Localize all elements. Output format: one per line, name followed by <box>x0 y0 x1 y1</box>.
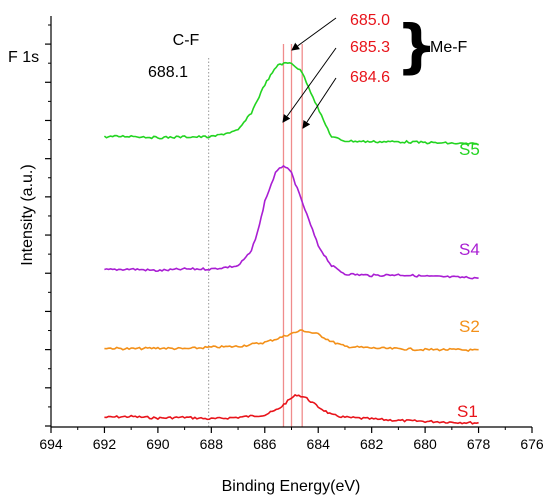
peak-label-685-3: 685.3 <box>350 39 390 56</box>
reference-lines <box>208 44 303 427</box>
series-line-s1 <box>104 393 479 425</box>
x-tick-label-684: 684 <box>307 436 331 452</box>
peak-label-685-0: 685.0 <box>350 12 390 29</box>
peak-label-684-6: 684.6 <box>350 69 390 86</box>
me-f-brace: } <box>396 12 437 80</box>
series-line-s4 <box>104 164 479 280</box>
series-line-s2 <box>104 329 479 353</box>
cf-label: C-F <box>173 32 200 49</box>
x-axis-ticks: 694 692 690 688 686 684 682 680 678 676 <box>39 427 544 452</box>
y-axis-title: Intensity (a.u.) <box>19 164 36 265</box>
x-tick-label-690: 690 <box>146 436 170 452</box>
x-tick-label-694: 694 <box>39 436 63 452</box>
series-label-s5: S5 <box>459 140 480 159</box>
me-f-label: Me-F <box>430 39 468 56</box>
series-label-s2: S2 <box>459 317 480 336</box>
series-layer: S1 S2 S4 S5 <box>103 61 480 425</box>
series-line-s5 <box>103 61 480 146</box>
x-tick-label-682: 682 <box>360 436 384 452</box>
x-tick-label-692: 692 <box>93 436 117 452</box>
x-tick-label-676: 676 <box>520 436 544 452</box>
cf-value: 688.1 <box>148 64 188 81</box>
x-tick-label-678: 678 <box>467 436 491 452</box>
arrow-685-3 <box>282 47 337 123</box>
chart-title: F 1s <box>8 49 39 66</box>
series-label-s4: S4 <box>459 240 480 259</box>
x-axis-title: Binding Energy(eV) <box>222 478 361 495</box>
x-tick-label-680: 680 <box>413 436 437 452</box>
y-axis-ticks <box>45 24 51 427</box>
arrow-685-0 <box>291 17 337 51</box>
x-tick-label-686: 686 <box>253 436 277 452</box>
arrow-684-6 <box>302 77 337 129</box>
series-label-s1: S1 <box>457 402 478 421</box>
x-tick-label-688: 688 <box>200 436 224 452</box>
